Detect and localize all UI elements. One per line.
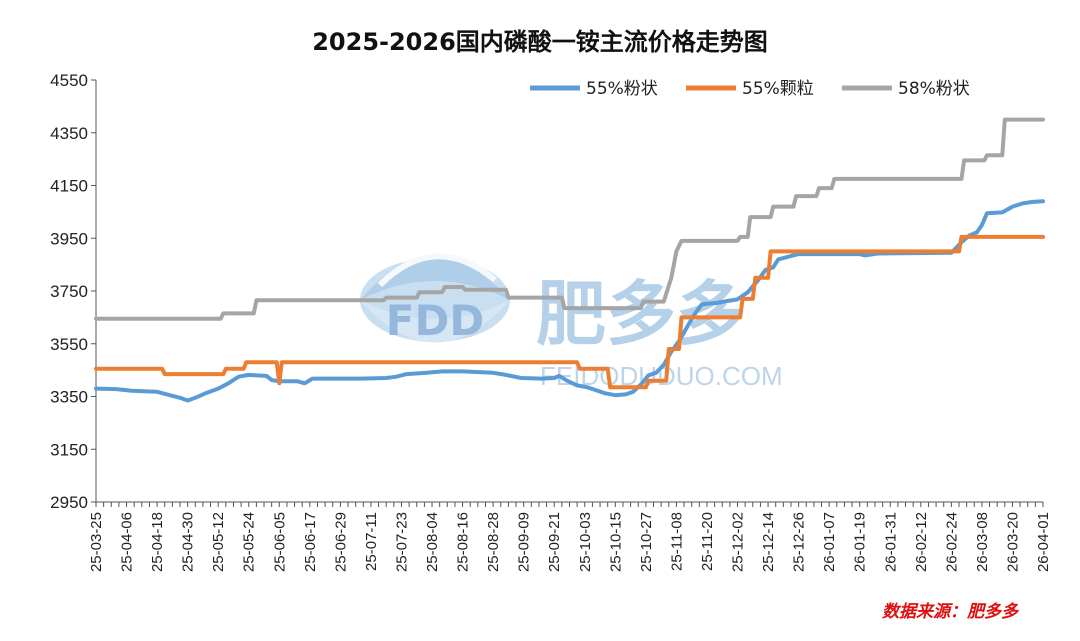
x-tick-label: 26-04-01 [1035, 512, 1052, 572]
x-tick-label: 25-08-16 [455, 512, 472, 572]
x-tick-label: 25-12-14 [760, 512, 777, 572]
legend-label: 58%粉状 [898, 79, 970, 99]
chart-title: 2025-2026国内磷酸一铵主流价格走势图 [312, 28, 768, 56]
legend-label: 55%粉状 [586, 79, 658, 99]
watermark-logo-text: FDD [386, 296, 484, 345]
x-tick-label: 25-07-11 [363, 512, 380, 571]
y-tick-label: 2950 [50, 493, 88, 512]
legend-label: 55%颗粒 [742, 79, 814, 99]
legend: 55%粉状 55%颗粒 58%粉状 [530, 79, 970, 99]
legend-item-2: 55%颗粒 [686, 79, 814, 99]
x-tick-label: 25-11-20 [699, 512, 716, 571]
y-tick-label: 4150 [50, 177, 88, 196]
x-tick-label: 25-05-24 [241, 512, 258, 572]
watermark-logo-icon: FDD [360, 253, 510, 345]
legend-item-3: 58%粉状 [842, 79, 970, 99]
x-tick-label: 25-10-03 [577, 512, 594, 572]
y-tick-label: 3350 [50, 388, 88, 407]
x-tick-label: 25-08-28 [485, 512, 502, 572]
x-tick-label: 25-09-09 [516, 512, 533, 572]
x-tick-label: 25-04-18 [149, 512, 166, 572]
x-tick-label: 26-01-19 [852, 512, 869, 572]
x-tick-label: 25-10-15 [607, 512, 624, 572]
x-tick-label: 25-04-30 [180, 512, 197, 572]
y-tick-label: 3150 [50, 440, 88, 459]
x-tick-label: 25-11-08 [668, 512, 685, 571]
x-tick-label: 25-06-29 [332, 512, 349, 572]
x-tick-label: 26-01-31 [882, 512, 899, 572]
x-tick-label: 25-08-04 [424, 512, 441, 572]
watermark: FDD 肥多多 FEIDODUDUO.COM [360, 253, 783, 391]
x-tick-label: 25-10-27 [638, 512, 655, 572]
x-tick-label: 25-05-12 [210, 512, 227, 572]
x-tick-label: 25-07-23 [393, 512, 410, 572]
x-tick-label: 25-12-02 [730, 512, 747, 572]
x-tick-label: 25-09-21 [546, 512, 563, 572]
axes: 2950 3150 3350 3550 3750 3950 4150 4350 4550 25-0… [50, 71, 1052, 572]
legend-item-1: 55%粉状 [530, 79, 658, 99]
y-tick-label: 4550 [50, 71, 88, 90]
y-tick-label: 3950 [50, 229, 88, 248]
watermark-brand: 肥多多 [536, 273, 746, 355]
series-line-2 [94, 234, 1045, 390]
x-tick-label: 25-06-17 [302, 512, 319, 572]
x-tick-label: 26-02-12 [913, 512, 930, 572]
y-tick-label: 3750 [50, 282, 88, 301]
x-tick-label: 26-02-24 [943, 512, 960, 572]
x-tick-label: 25-06-05 [271, 512, 288, 572]
y-tick-label: 3550 [50, 335, 88, 354]
source-note: 数据来源：肥多多 [882, 602, 1020, 622]
y-tick-label: 4350 [50, 124, 88, 143]
series-line-1 [94, 199, 1045, 403]
x-tick-label: 25-03-25 [88, 512, 105, 572]
x-tick-label: 26-01-07 [821, 512, 838, 572]
x-tick-label: 25-12-26 [791, 512, 808, 572]
x-tick-label: 26-03-08 [974, 512, 991, 572]
x-tick-label: 26-03-20 [1004, 512, 1021, 572]
series-lines [94, 117, 1045, 403]
series-line-3 [94, 117, 1045, 321]
x-tick-label: 25-04-06 [119, 512, 136, 572]
